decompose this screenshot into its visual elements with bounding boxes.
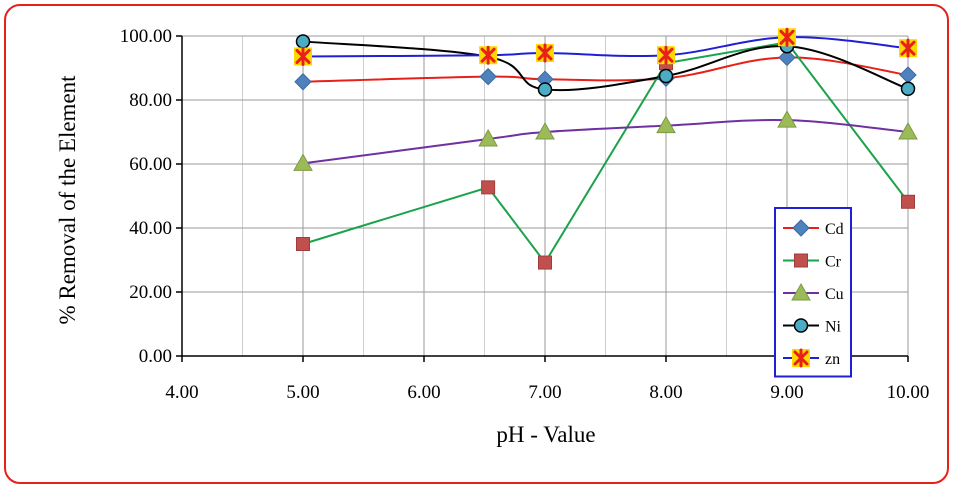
y-tick-label: 0.00 <box>139 346 172 367</box>
series-line-ni <box>302 40 909 92</box>
series-lines <box>302 36 909 265</box>
point-ni <box>658 68 674 84</box>
point-zn-cross <box>295 46 311 66</box>
x-tick-label: 4.00 <box>165 382 198 403</box>
point-cd <box>778 48 796 67</box>
point-cu <box>478 129 498 147</box>
y-tick-label: 60.00 <box>129 154 172 175</box>
legend-marker-ni <box>793 318 809 333</box>
series-line-cr <box>302 41 909 265</box>
legend-marker-cr <box>794 253 808 268</box>
x-tick-label: 10.00 <box>887 382 930 403</box>
point-cd <box>899 66 917 84</box>
y-tick-label: 20.00 <box>129 282 172 303</box>
point-cd <box>479 67 497 86</box>
point-cu <box>535 121 555 140</box>
point-zn-cross <box>480 45 496 65</box>
point-ni <box>295 34 311 49</box>
legend-marker-zn-cross <box>793 348 809 368</box>
legend-marker-cu <box>791 282 811 301</box>
point-zn-cross <box>779 27 795 47</box>
series-line-cd <box>302 56 909 83</box>
y-axis-title: % Removal of the Element <box>55 75 80 325</box>
point-cu <box>293 153 313 171</box>
series-markers <box>293 27 918 270</box>
legend-label-cd: Cd <box>825 221 844 238</box>
point-cr <box>296 237 310 251</box>
series-line-cu <box>302 118 909 165</box>
point-cr <box>538 255 552 270</box>
point-zn-cross <box>900 38 916 58</box>
legend-label-ni: Ni <box>825 319 842 336</box>
point-cu <box>898 121 918 140</box>
point-zn-cross <box>537 43 553 63</box>
y-tick-label: 80.00 <box>129 90 172 111</box>
tick-labels: 4.00 5.00 6.00 7.00 8.00 9.00 10.00 0.00 20.00 40… <box>120 26 930 403</box>
point-ni <box>900 81 916 97</box>
y-tick-label: 100.00 <box>120 26 172 47</box>
point-cd <box>294 73 312 91</box>
legend: Cd Cr Cu Ni zn <box>774 207 852 378</box>
legend-label-cu: Cu <box>825 286 844 303</box>
x-tick-label: 7.00 <box>528 382 561 403</box>
point-cr <box>481 180 496 195</box>
legend-label-zn: zn <box>825 351 840 368</box>
series-line-zn <box>302 36 909 58</box>
x-tick-label: 5.00 <box>286 382 319 403</box>
x-tick-label: 9.00 <box>770 382 803 403</box>
point-zn-cross <box>658 45 674 65</box>
legend-marker-cd <box>792 219 810 237</box>
legend-label-cr: Cr <box>825 254 842 271</box>
point-cr <box>901 194 915 209</box>
x-tick-label: 8.00 <box>649 382 682 403</box>
x-axis-title: pH - Value <box>496 422 595 447</box>
point-cu <box>777 110 797 128</box>
point-ni <box>537 82 553 97</box>
y-tick-label: 40.00 <box>129 218 172 239</box>
point-cu <box>656 115 676 134</box>
x-tick-label: 6.00 <box>407 382 440 403</box>
